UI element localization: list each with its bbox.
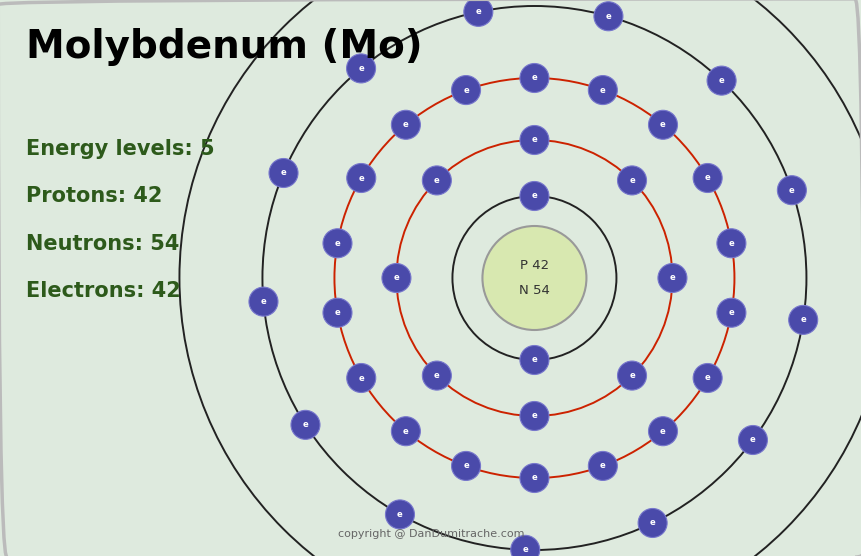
Text: e: e — [462, 86, 468, 95]
Circle shape — [249, 287, 277, 316]
Text: e: e — [629, 176, 635, 185]
Text: e: e — [302, 420, 308, 429]
Circle shape — [637, 509, 666, 538]
Circle shape — [519, 464, 548, 493]
Circle shape — [519, 181, 548, 211]
Text: e: e — [397, 510, 402, 519]
Text: Electrons: 42: Electrons: 42 — [26, 281, 181, 301]
Text: e: e — [660, 120, 665, 130]
Text: e: e — [393, 274, 399, 282]
Text: e: e — [403, 120, 408, 130]
Circle shape — [391, 416, 420, 446]
Text: e: e — [599, 461, 605, 470]
Text: e: e — [749, 435, 755, 444]
Circle shape — [385, 500, 414, 529]
Circle shape — [692, 364, 722, 393]
Circle shape — [519, 126, 548, 155]
Circle shape — [511, 535, 539, 556]
Circle shape — [647, 110, 677, 140]
Text: e: e — [704, 173, 709, 182]
Text: P 42: P 42 — [519, 260, 548, 272]
Text: copyright @ DanDumitrache.com: copyright @ DanDumitrache.com — [338, 529, 523, 539]
Text: e: e — [281, 168, 286, 177]
Text: e: e — [358, 173, 363, 182]
Text: e: e — [704, 374, 709, 383]
Text: e: e — [462, 461, 468, 470]
Text: e: e — [358, 374, 363, 383]
Circle shape — [738, 425, 766, 454]
Circle shape — [482, 226, 585, 330]
Text: e: e — [531, 136, 536, 145]
Circle shape — [706, 66, 735, 95]
Circle shape — [346, 364, 375, 393]
Text: e: e — [358, 64, 363, 73]
Circle shape — [269, 158, 298, 187]
Circle shape — [692, 163, 722, 192]
Circle shape — [716, 229, 745, 258]
Text: e: e — [728, 239, 734, 248]
Text: e: e — [433, 176, 439, 185]
Circle shape — [323, 229, 351, 258]
Text: e: e — [669, 274, 674, 282]
Circle shape — [391, 110, 420, 140]
Circle shape — [647, 416, 677, 446]
Circle shape — [788, 305, 817, 334]
Text: e: e — [403, 426, 408, 436]
Circle shape — [323, 298, 351, 327]
Text: e: e — [660, 426, 665, 436]
Text: e: e — [604, 12, 610, 21]
Text: e: e — [629, 371, 635, 380]
Text: e: e — [799, 315, 805, 324]
Circle shape — [451, 76, 480, 105]
Text: e: e — [475, 7, 480, 16]
Text: e: e — [334, 239, 340, 248]
Circle shape — [777, 176, 805, 205]
Text: e: e — [260, 297, 266, 306]
Text: e: e — [649, 519, 654, 528]
Circle shape — [291, 410, 319, 439]
Circle shape — [588, 76, 616, 105]
Circle shape — [422, 361, 451, 390]
Text: e: e — [433, 371, 439, 380]
Text: Protons: 42: Protons: 42 — [26, 186, 162, 206]
Text: N 54: N 54 — [518, 284, 549, 296]
Text: e: e — [728, 308, 734, 317]
Circle shape — [346, 163, 375, 192]
Text: e: e — [522, 545, 528, 554]
Circle shape — [451, 451, 480, 480]
Circle shape — [381, 264, 411, 292]
Text: Energy levels: 5: Energy levels: 5 — [26, 139, 214, 159]
Text: e: e — [531, 73, 536, 82]
Circle shape — [593, 2, 623, 31]
Circle shape — [519, 63, 548, 92]
Text: e: e — [531, 355, 536, 365]
Circle shape — [463, 0, 492, 26]
Text: e: e — [531, 474, 536, 483]
Text: e: e — [599, 86, 605, 95]
Circle shape — [519, 401, 548, 430]
Circle shape — [588, 451, 616, 480]
Text: e: e — [718, 76, 723, 85]
Text: e: e — [531, 411, 536, 420]
Circle shape — [422, 166, 451, 195]
Circle shape — [657, 264, 686, 292]
Circle shape — [346, 54, 375, 83]
Text: Molybdenum (Mo): Molybdenum (Mo) — [26, 28, 422, 66]
Text: e: e — [788, 186, 794, 195]
Text: Neutrons: 54: Neutrons: 54 — [26, 234, 179, 254]
Circle shape — [616, 361, 646, 390]
Circle shape — [616, 166, 646, 195]
Text: e: e — [334, 308, 340, 317]
Text: e: e — [531, 191, 536, 201]
Circle shape — [519, 345, 548, 375]
Circle shape — [716, 298, 745, 327]
